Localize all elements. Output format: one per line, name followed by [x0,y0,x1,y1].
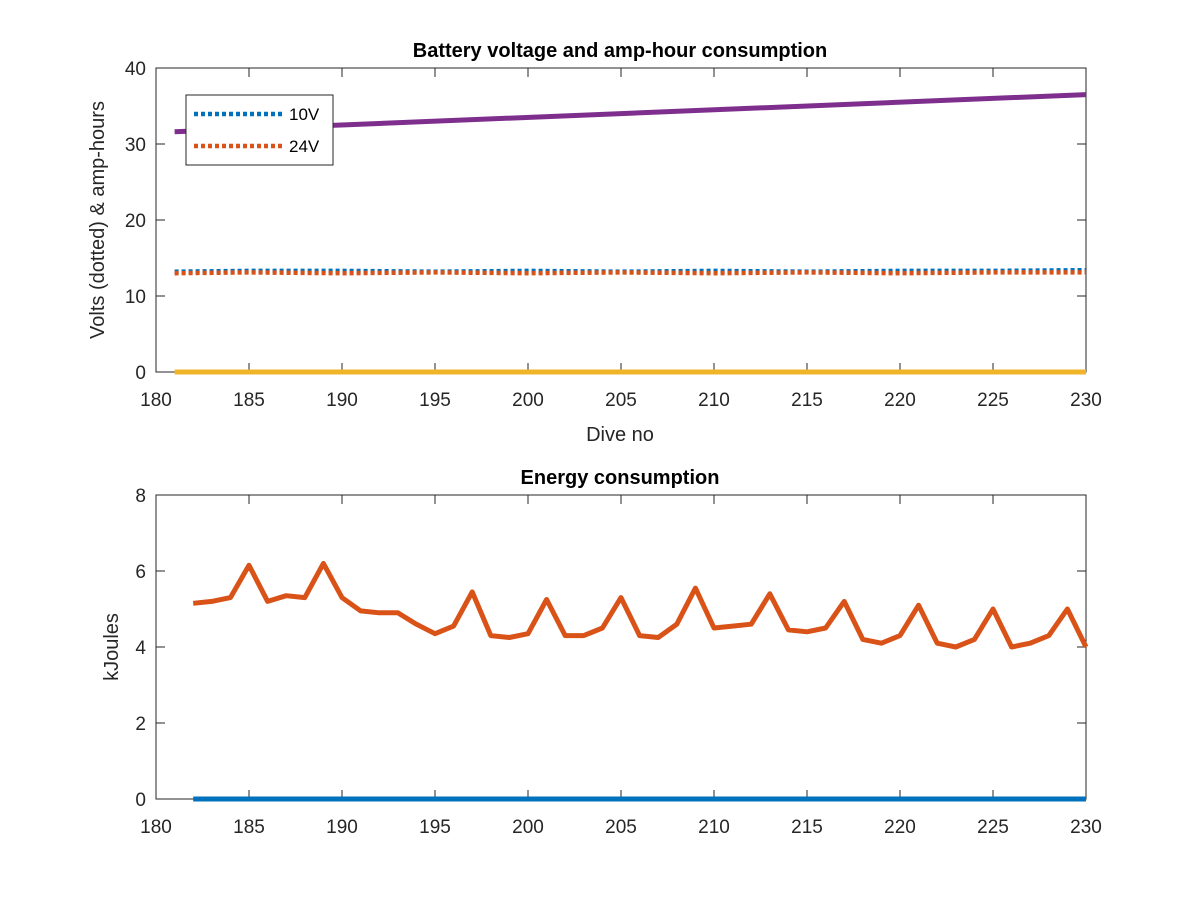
battery-ylabel: Volts (dotted) & amp-hours [87,101,109,339]
energy-ytick-label: 8 [135,486,146,507]
battery-title: Battery voltage and amp-hour consumption [413,40,827,62]
energy-ytick-label: 4 [135,638,146,659]
energy-ylabel: kJoules [101,613,123,681]
energy-xtick-label: 225 [977,817,1009,838]
battery-xtick-label: 200 [512,390,544,411]
battery-xlabel: Dive no [586,424,654,446]
battery-ytick-label: 0 [135,363,146,384]
battery-ytick-label: 20 [125,211,146,232]
battery-ytick-label: 40 [125,59,146,80]
battery-xtick-label: 220 [884,390,916,411]
legend-box [185,94,334,166]
energy-series-line-1 [192,560,1089,650]
energy-xtick-label: 200 [512,817,544,838]
energy-xtick-label: 180 [140,817,172,838]
battery-xtick-label: 205 [605,390,637,411]
battery-ytick-label: 30 [125,135,146,156]
energy-xtick-label: 205 [605,817,637,838]
energy-xtick-label: 185 [233,817,265,838]
battery-xtick-label: 195 [419,390,451,411]
battery-series-line-24v [174,270,1086,276]
battery-xtick-label: 215 [791,390,823,411]
battery-panel: Battery voltage and amp-hour consumption… [87,40,1102,446]
battery-ticks: 180 185 190 195 200 205 210 215 220 225 230 0 10 20 30… [125,59,1102,411]
battery-ytick-label: 10 [125,287,146,308]
energy-panel: Energy consumption 180 185 190 195 200 205 210… [101,467,1102,838]
energy-title: Energy consumption [521,467,720,489]
energy-xtick-label: 215 [791,817,823,838]
energy-xtick-label: 210 [698,817,730,838]
energy-xtick-label: 230 [1070,817,1102,838]
legend-label-24v: 24V [289,137,320,156]
energy-xtick-label: 195 [419,817,451,838]
energy-xtick-label: 220 [884,817,916,838]
energy-series [192,560,1089,802]
energy-xtick-label: 190 [326,817,358,838]
battery-legend: 10V 24V [185,94,334,166]
battery-xtick-label: 180 [140,390,172,411]
battery-xtick-label: 230 [1070,390,1102,411]
energy-ticks: 180 185 190 195 200 205 210 215 220 225 230 0 2 4 6 8 [135,486,1101,838]
battery-xtick-label: 185 [233,390,265,411]
energy-ytick-label: 6 [135,562,146,583]
battery-xtick-label: 225 [977,390,1009,411]
legend-label-10v: 10V [289,105,320,124]
battery-xtick-label: 210 [698,390,730,411]
energy-ytick-label: 2 [135,714,146,735]
energy-ytick-label: 0 [135,790,146,811]
battery-xtick-label: 190 [326,390,358,411]
